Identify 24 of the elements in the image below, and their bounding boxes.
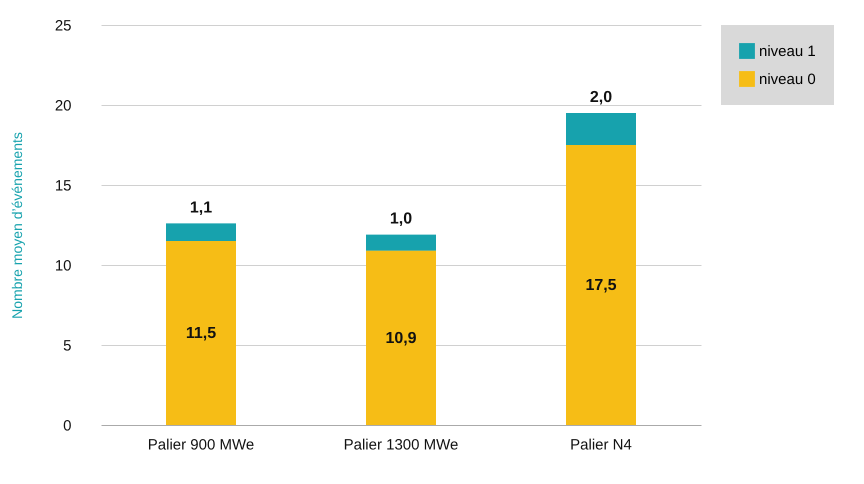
bar [366, 250, 436, 425]
data-label: 1,0 [390, 210, 412, 228]
x-tick-label: Palier N4 [570, 436, 632, 454]
y-tick-label: 25 [54, 18, 72, 34]
y-tick-label: 15 [54, 178, 72, 194]
bar [166, 223, 236, 241]
x-tick-label: Palier 1300 MWe [344, 436, 458, 454]
data-label: 10,9 [385, 330, 417, 347]
legend-label: niveau 1 [759, 43, 816, 60]
data-label: 11,5 [186, 325, 216, 342]
bar [566, 145, 636, 425]
y-tick-label: 10 [54, 258, 72, 274]
y-tick-label: 5 [63, 338, 72, 354]
data-label: 17,5 [585, 277, 617, 294]
bar [566, 113, 636, 145]
x-tick-label: Palier 900 MWe [148, 436, 254, 454]
y-tick-label: 20 [54, 98, 72, 114]
data-label: 1,1 [190, 199, 212, 216]
y-tick-label: 0 [63, 418, 72, 434]
bar [166, 241, 236, 425]
legend-label: niveau 0 [759, 71, 816, 88]
y-axis-title: Nombre moyen d’événements [8, 132, 25, 319]
bar [366, 234, 436, 251]
data-label: 2,0 [590, 89, 612, 106]
